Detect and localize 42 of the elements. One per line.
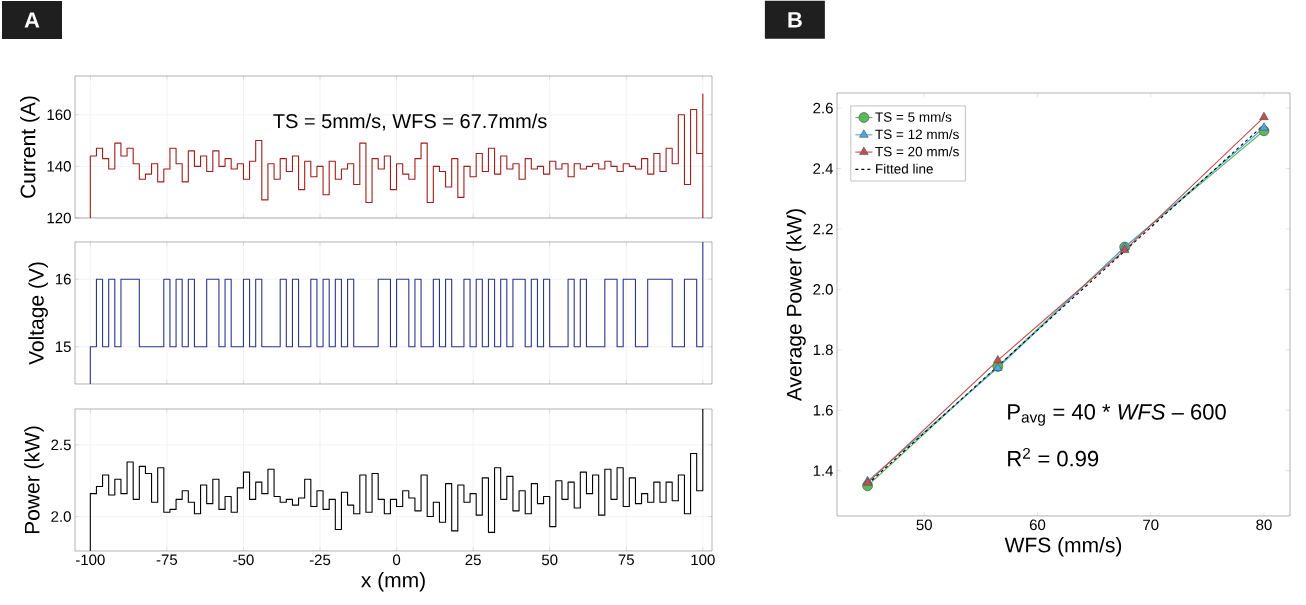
x-axis-title: WFS (mm/s) xyxy=(1004,537,1122,557)
y-tick-label: 16 xyxy=(55,273,71,285)
y-axis-title: Power (kW) xyxy=(24,426,44,534)
y-axis-title: Current (A) xyxy=(20,96,40,198)
y-tick-label: 120 xyxy=(47,212,71,224)
x-tick-label: -50 xyxy=(233,554,254,566)
y-tick-label: 140 xyxy=(47,161,71,172)
x-tick-label: 100 xyxy=(691,554,715,566)
y-tick-label: 160 xyxy=(47,109,71,121)
y-tick-label: 2.4 xyxy=(813,163,834,174)
x-tick-label: -75 xyxy=(156,554,178,565)
annotation: TS = 5mm/s, WFS = 67.7mm/s xyxy=(273,113,547,131)
y-tick-label: 1.4 xyxy=(813,465,834,476)
y-tick-label: 1.6 xyxy=(813,404,833,416)
y-axis-title: Voltage (V) xyxy=(28,262,48,365)
legend-label: TS = 5 mm/s xyxy=(875,111,952,122)
text: A xyxy=(24,12,40,28)
annotation: R$^{2}$ = 0.99 xyxy=(1008,447,1099,467)
legend-label: Fitted line xyxy=(876,163,933,174)
x-tick-label: 80 xyxy=(1256,519,1272,531)
y-tick-label: 2.6 xyxy=(813,102,833,114)
legend-label: TS = 12 mm/s xyxy=(875,129,959,140)
x-tick-label: 70 xyxy=(1143,519,1159,531)
x-tick-label: 25 xyxy=(465,554,481,566)
x-tick-label: 60 xyxy=(1029,519,1046,531)
text: B xyxy=(788,12,802,28)
y-tick-label: 15 xyxy=(55,341,71,353)
x-tick-label: 0 xyxy=(392,554,401,566)
y-axis-title: Average Power (kW) xyxy=(786,209,806,402)
x-tick-label: 50 xyxy=(916,519,932,531)
y-tick-label: 2.2 xyxy=(813,223,833,235)
legend-label: TS = 20 mm/s xyxy=(875,146,959,157)
x-tick-label: 50 xyxy=(541,554,558,566)
x-tick-label: 75 xyxy=(618,554,634,565)
y-tick-label: 2.0 xyxy=(51,511,71,522)
x-axis-title: x (mm) xyxy=(361,572,425,592)
y-tick-label: 1.8 xyxy=(813,344,833,356)
annotation: P$_{avg}$ = 40 *WFS – 600 xyxy=(1008,404,1226,426)
y-tick-label: 2.5 xyxy=(51,439,71,451)
x-tick-label: -100 xyxy=(75,554,105,566)
x-tick-label: -25 xyxy=(309,554,331,566)
y-tick-label: 2.0 xyxy=(813,284,833,295)
